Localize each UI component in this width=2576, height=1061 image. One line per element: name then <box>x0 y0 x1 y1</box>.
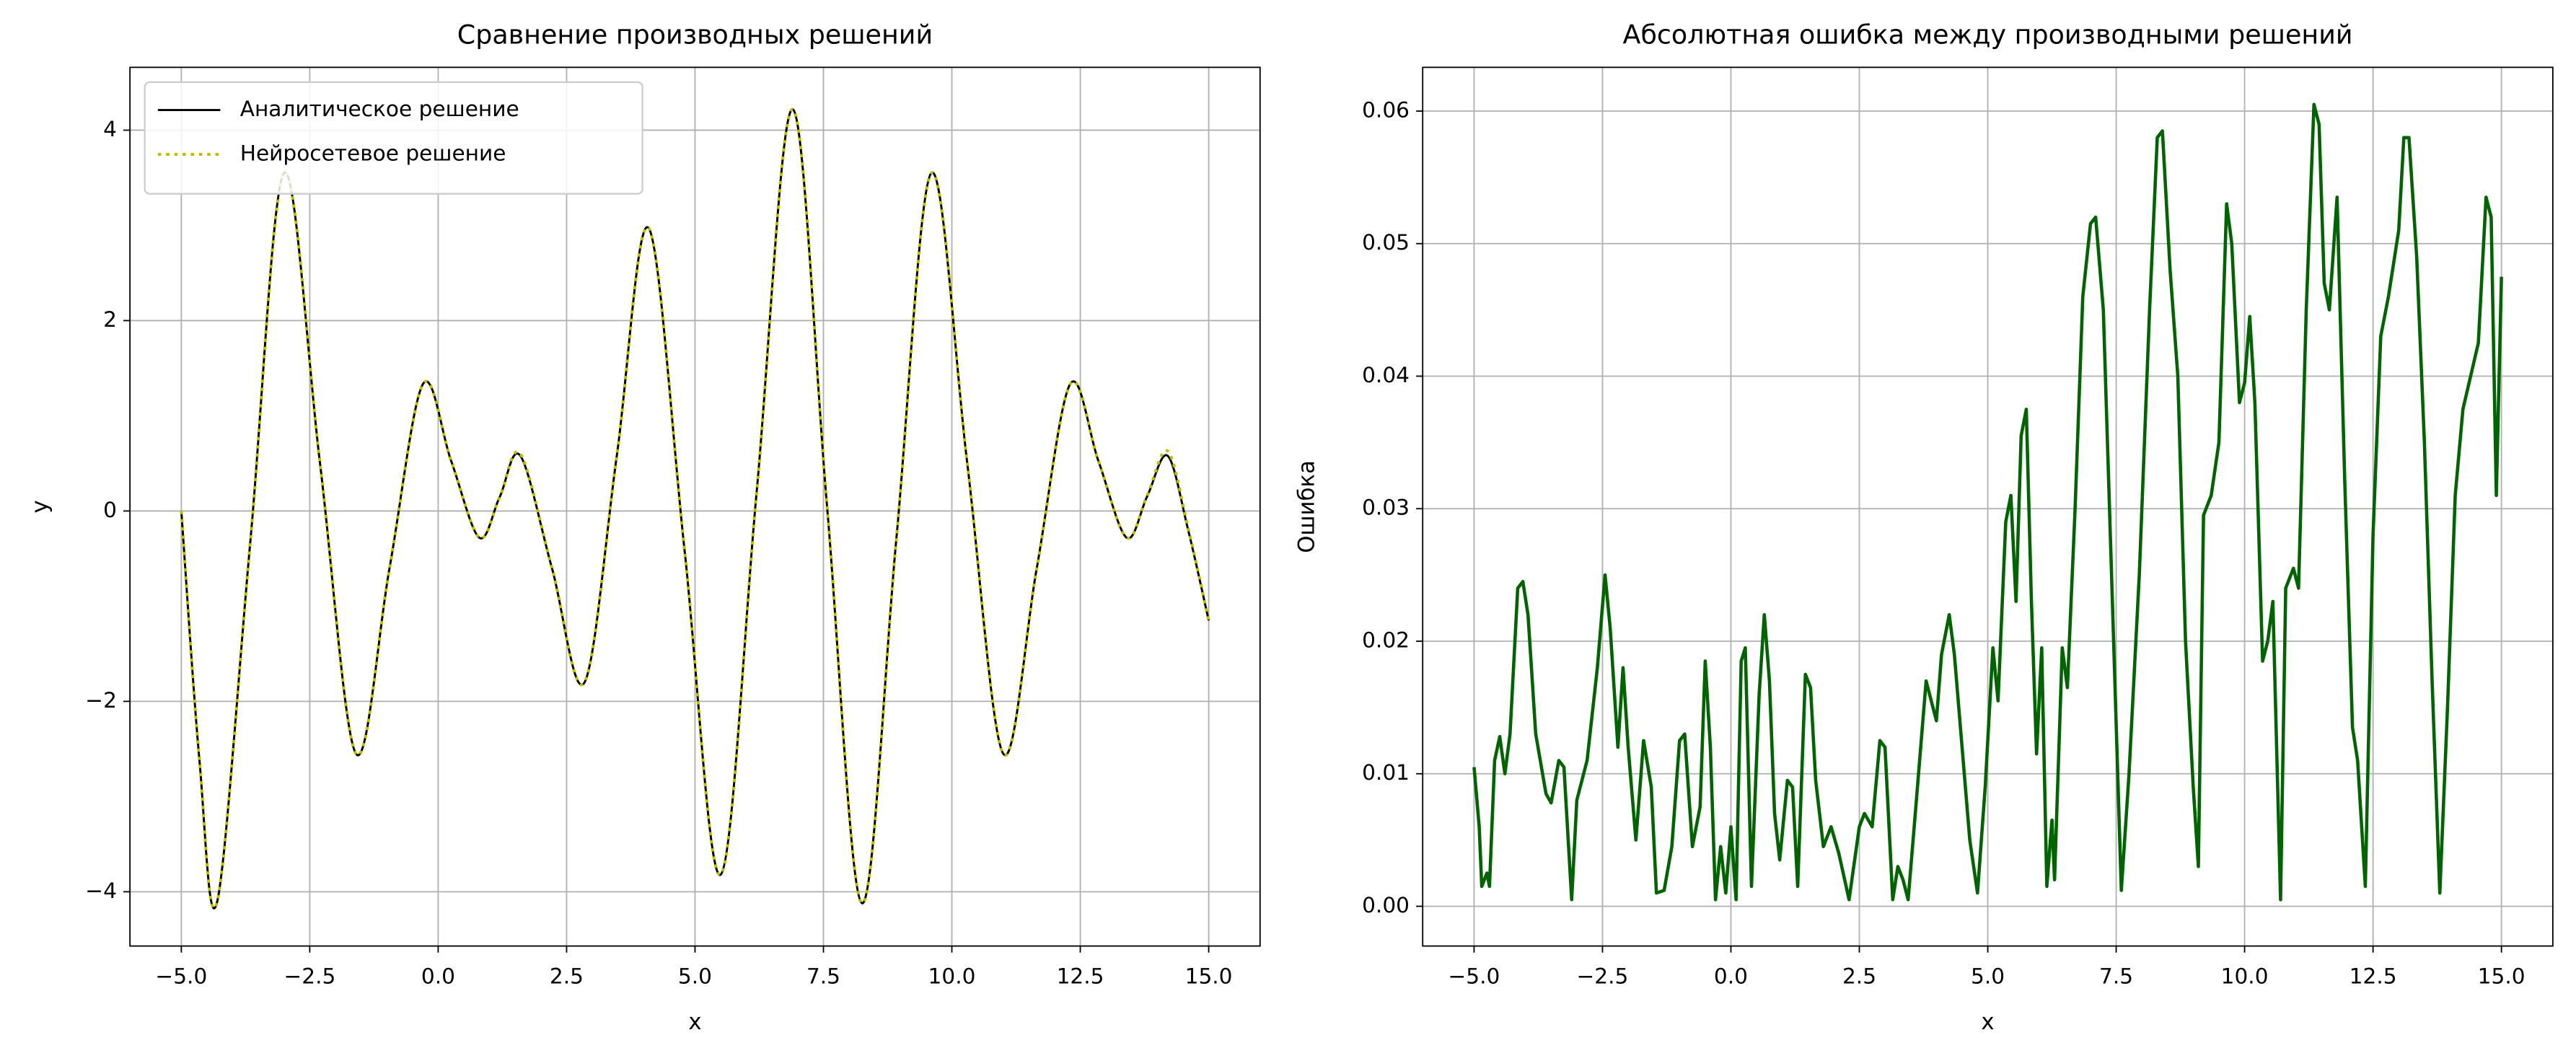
y-tick-label: −2 <box>85 688 117 713</box>
x-tick-label: −5.0 <box>1448 964 1500 988</box>
y-tick-label: 0.04 <box>1362 363 1410 387</box>
y-tick-label: 4 <box>103 117 117 141</box>
plot-frame <box>129 66 1261 947</box>
x-tick-label: −2.5 <box>283 964 335 988</box>
data-line <box>180 107 1210 910</box>
y-axis-label: y <box>27 500 53 513</box>
x-tick-label: 7.5 <box>2099 964 2133 988</box>
x-axis-label: x <box>1981 1009 1994 1035</box>
x-tick-label: 10.0 <box>928 964 976 988</box>
y-tick-label: 0.02 <box>1362 628 1410 652</box>
x-tick-label: 7.5 <box>806 964 840 988</box>
x-tick-label: 15.0 <box>2478 964 2526 988</box>
x-tick-label: 10.0 <box>2221 964 2269 988</box>
x-tick-label: 5.0 <box>1971 964 2005 988</box>
y-tick-label: 0.06 <box>1362 97 1410 122</box>
y-tick-label: 0.01 <box>1362 760 1410 785</box>
chart-title: Сравнение производных решений <box>457 19 933 50</box>
y-tick-label: 2 <box>103 307 117 332</box>
legend-box <box>144 81 643 195</box>
x-tick-label: 0.0 <box>1714 964 1748 988</box>
x-tick-label: 2.5 <box>1842 964 1876 988</box>
data-line <box>180 107 1210 910</box>
x-tick-label: 5.0 <box>678 964 712 988</box>
data-line <box>1472 102 2503 902</box>
x-tick-label: 12.5 <box>2349 964 2397 988</box>
plot-panel: Абсолютная ошибка между производными реш… <box>1293 19 2554 1035</box>
legend-label: Нейросетевое решение <box>240 141 506 166</box>
x-tick-label: −5.0 <box>155 964 207 988</box>
y-tick-label: 0.03 <box>1362 496 1410 520</box>
x-tick-label: 15.0 <box>1185 964 1233 988</box>
plot-frame <box>1422 66 2554 947</box>
y-tick-label: 0.05 <box>1362 230 1410 255</box>
plot-panel: Сравнение производных решений −5.0 −2.5 0.0… <box>27 19 1261 1035</box>
y-tick-label: 0.00 <box>1362 893 1410 917</box>
y-axis-label: Ошибка <box>1293 460 1319 553</box>
legend-label: Аналитическое решение <box>240 97 519 121</box>
x-tick-label: 0.0 <box>421 964 455 988</box>
x-tick-label: 2.5 <box>550 964 584 988</box>
chart-title: Абсолютная ошибка между производными реш… <box>1623 19 2353 50</box>
y-tick-label: 0 <box>103 498 117 522</box>
y-tick-label: −4 <box>85 879 117 903</box>
x-tick-label: −2.5 <box>1577 964 1629 988</box>
x-axis-label: x <box>688 1009 701 1035</box>
x-tick-label: 12.5 <box>1057 964 1104 988</box>
